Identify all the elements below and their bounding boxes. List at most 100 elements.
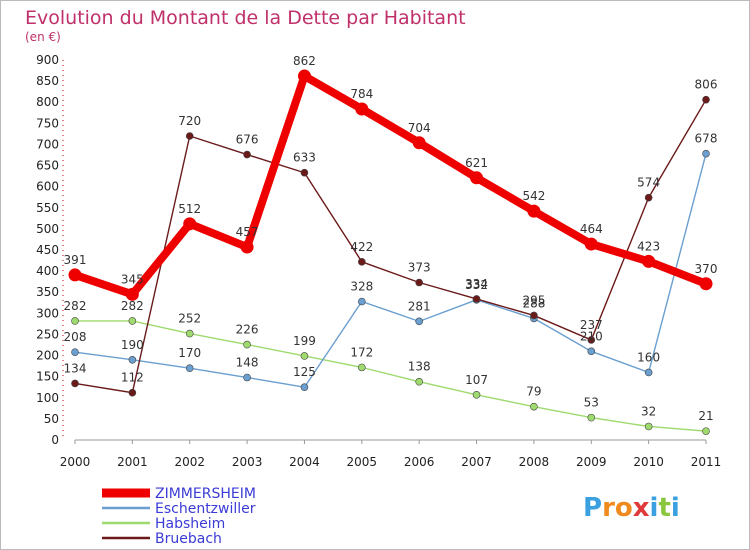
data-point — [530, 402, 538, 411]
data-label: 208 — [64, 330, 87, 344]
data-label: 806 — [695, 78, 718, 92]
x-tick-label: 2009 — [576, 455, 607, 469]
x-tick-label: 2006 — [404, 455, 435, 469]
series-line — [74, 153, 707, 388]
data-point — [297, 69, 311, 83]
x-tick-label: 2000 — [60, 455, 91, 469]
series-layer — [68, 69, 713, 435]
series-bruebach — [71, 95, 710, 397]
data-point — [243, 373, 251, 382]
data-label: 190 — [121, 338, 144, 352]
data-point — [702, 427, 710, 435]
data-label: 237 — [580, 318, 603, 332]
data-label: 79 — [526, 385, 541, 399]
data-label: 21 — [698, 409, 713, 423]
data-label: 125 — [293, 365, 316, 379]
data-point — [185, 329, 194, 338]
data-point — [185, 364, 194, 373]
logo-letter: r — [602, 493, 615, 523]
series-line — [74, 320, 707, 432]
data-point — [183, 217, 197, 231]
logo-letter: x — [633, 493, 650, 523]
x-tick-label: 2008 — [519, 455, 550, 469]
data-point — [644, 368, 653, 377]
data-point — [412, 136, 426, 150]
y-tick-label: 0 — [51, 433, 59, 447]
y-tick-label: 550 — [36, 201, 59, 215]
data-label: 138 — [408, 360, 431, 374]
y-tick-label: 800 — [36, 95, 59, 109]
data-label: 53 — [584, 396, 599, 410]
data-label-layer: 391 345 512 457 862 784 704 621 542 464 423 370 208 1… — [64, 54, 718, 423]
data-label: 107 — [465, 373, 488, 387]
data-label: 391 — [64, 253, 87, 267]
data-label: 134 — [64, 361, 87, 375]
data-label: 512 — [178, 202, 201, 216]
data-point — [587, 413, 596, 422]
data-point — [71, 348, 79, 356]
data-point — [587, 336, 596, 344]
data-point — [358, 297, 366, 306]
data-point — [71, 379, 79, 388]
legend-entry: Habsheim — [155, 516, 225, 532]
y-tick-label: 700 — [36, 137, 59, 151]
data-label: 422 — [350, 240, 373, 254]
data-point — [68, 268, 82, 282]
data-point — [470, 171, 484, 185]
data-point — [415, 317, 423, 326]
data-label: 542 — [522, 189, 545, 203]
y-tick-label: 50 — [44, 412, 59, 426]
data-point — [300, 383, 309, 392]
x-tick-label: 2004 — [289, 455, 320, 469]
data-point — [185, 132, 194, 140]
proxiti-logo: Proxiti — [583, 493, 680, 523]
data-point — [530, 311, 538, 320]
x-tick-label: 2005 — [347, 455, 378, 469]
x-tick-label: 2007 — [461, 455, 492, 469]
data-label: 334 — [465, 277, 488, 291]
data-point — [587, 347, 596, 356]
data-point — [642, 254, 656, 268]
data-label: 676 — [236, 133, 259, 147]
data-label: 704 — [408, 121, 431, 135]
data-label: 32 — [641, 404, 656, 418]
data-label: 370 — [695, 262, 718, 276]
data-point — [125, 287, 139, 301]
logo-letter: i — [650, 493, 659, 523]
data-point — [358, 258, 366, 266]
data-label: 172 — [350, 345, 373, 359]
y-tick-label: 250 — [36, 327, 59, 341]
logo-letter: o — [615, 493, 633, 523]
data-label: 148 — [236, 356, 259, 370]
data-label: 332 — [465, 278, 488, 292]
data-label: 574 — [637, 176, 660, 190]
data-label: 281 — [408, 299, 431, 313]
data-point — [300, 352, 309, 360]
data-point — [128, 317, 137, 325]
y-tick-label: 200 — [36, 349, 59, 363]
y-tick-label: 900 — [36, 53, 59, 67]
data-label: 160 — [637, 350, 660, 364]
data-point — [128, 388, 137, 397]
data-point — [644, 422, 653, 431]
y-tick-label: 100 — [36, 391, 59, 405]
proxiti-logo-text: Proxiti — [583, 493, 680, 523]
y-tick-label: 500 — [36, 222, 59, 236]
series-eschentzwiller — [71, 149, 710, 392]
y-tick-label: 400 — [36, 264, 59, 278]
series-habsheim — [71, 317, 710, 435]
data-label: 170 — [178, 346, 201, 360]
chart-subtitle: (en €) — [25, 30, 61, 44]
logo-letter: t — [658, 493, 670, 523]
data-point — [472, 391, 481, 399]
data-point — [243, 340, 251, 349]
data-point — [355, 102, 369, 116]
data-label: 464 — [580, 222, 603, 236]
data-label: 621 — [465, 156, 488, 170]
y-tick-label: 300 — [36, 306, 59, 320]
y-tick-label: 750 — [36, 116, 59, 130]
x-tick-label: 2003 — [232, 455, 263, 469]
legend-entry: Bruebach — [155, 531, 222, 547]
data-point — [240, 240, 254, 254]
